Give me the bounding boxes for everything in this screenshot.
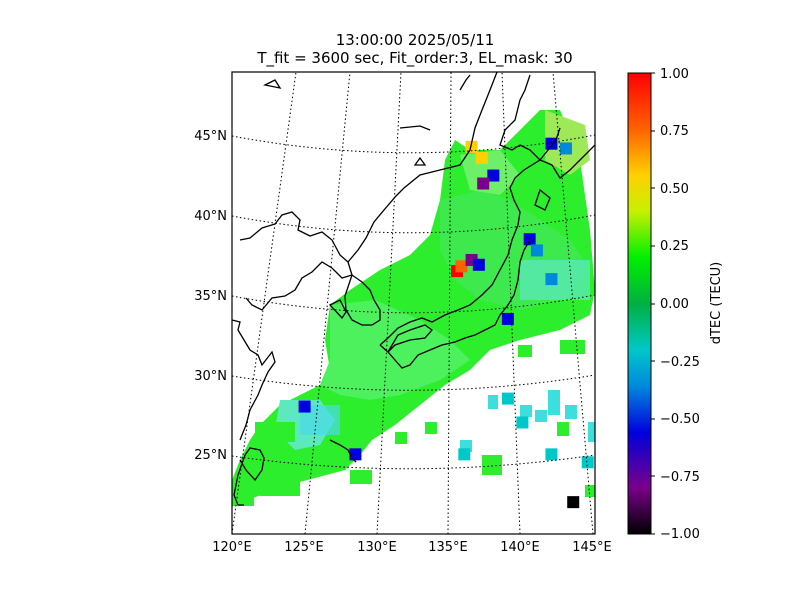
map-frame (231, 71, 596, 535)
dtec-cell (581, 456, 594, 469)
dtec-cell (545, 448, 558, 461)
colorbar-tick-label: 0.75 (660, 124, 689, 139)
lon-label: 145°E (572, 540, 612, 555)
dtec-cell (545, 137, 558, 150)
dtec-cell (477, 177, 490, 190)
colorbar-tick-marks (651, 72, 655, 535)
dtec-cell (472, 258, 485, 271)
lon-label: 135°E (428, 540, 468, 555)
colorbar-ticks: 1.00 0.75 0.50 0.25 0.00 −0.25 −0.50 −0.… (660, 67, 700, 542)
lat-label: 35°N (194, 289, 227, 304)
dtec-cell (455, 260, 468, 273)
colorbar-tick-label: −0.75 (660, 470, 700, 485)
colorbar-tick-label: 1.00 (660, 67, 689, 82)
dtec-cell (530, 244, 543, 257)
colorbar-gradient (627, 72, 652, 535)
latitude-labels: 45°N 40°N 35°N 30°N 25°N (194, 129, 227, 463)
dtec-anomaly-cells (298, 137, 594, 509)
dtec-cell (567, 496, 580, 509)
colorbar-tick-label: 0.25 (660, 239, 689, 254)
dtec-cell (465, 140, 478, 153)
dtec-cell (349, 448, 362, 461)
colorbar-tick-label: −0.50 (660, 412, 700, 427)
colorbar: 1.00 0.75 0.50 0.25 0.00 −0.25 −0.50 −0.… (627, 67, 724, 542)
map-title-time: 13:00:00 2025/05/11 (335, 31, 495, 49)
lon-label: 130°E (357, 540, 397, 555)
dtec-cell (559, 142, 572, 155)
graticule (232, 72, 595, 534)
dtec-cell (501, 392, 514, 405)
lat-label: 45°N (194, 129, 227, 144)
colorbar-label: dTEC (TECU) (709, 262, 724, 345)
dtec-cell (501, 312, 514, 325)
lon-label: 140°E (500, 540, 540, 555)
lat-label: 30°N (194, 369, 227, 384)
lon-label: 120°E (212, 540, 252, 555)
dtec-cell (523, 233, 536, 246)
lat-label: 25°N (194, 448, 227, 463)
dtec-cell (516, 416, 529, 429)
colorbar-tick-label: 0.50 (660, 182, 689, 197)
coastlines (232, 72, 595, 506)
dtec-cell (545, 273, 558, 286)
colorbar-tick-label: −0.25 (660, 355, 700, 370)
lat-label: 40°N (194, 209, 227, 224)
lon-label: 125°E (284, 540, 324, 555)
colorbar-tick-label: 0.00 (660, 297, 689, 312)
map-title-params: T_fit = 3600 sec, Fit_order:3, EL_mask: … (257, 49, 573, 67)
dtec-cell (298, 400, 311, 413)
dtec-cell (487, 169, 500, 182)
colorbar-tick-label: −1.00 (660, 527, 700, 542)
longitude-labels: 120°E 125°E 130°E 135°E 140°E 145°E (212, 540, 612, 555)
dtec-cell (475, 152, 488, 165)
dtec-cell (458, 448, 471, 461)
map-plot-area (232, 72, 595, 534)
